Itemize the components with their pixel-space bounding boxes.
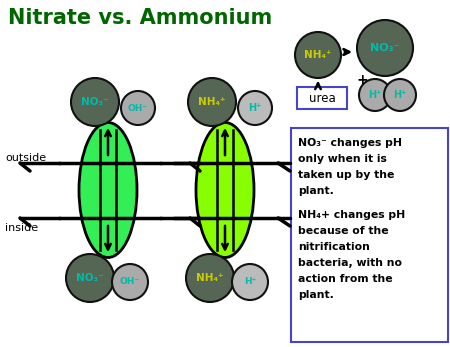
Ellipse shape xyxy=(196,122,254,257)
Text: OH⁻: OH⁻ xyxy=(128,103,148,112)
Text: plant.: plant. xyxy=(298,290,334,300)
Circle shape xyxy=(238,91,272,125)
Ellipse shape xyxy=(79,122,137,257)
Text: H⁺: H⁺ xyxy=(248,103,262,113)
Circle shape xyxy=(188,78,236,126)
Text: OH⁻: OH⁻ xyxy=(120,278,140,287)
Text: plant.: plant. xyxy=(298,186,334,196)
Text: H⁺: H⁺ xyxy=(393,90,407,100)
Circle shape xyxy=(112,264,148,300)
Text: urea: urea xyxy=(309,92,335,104)
Text: H⁺: H⁺ xyxy=(368,90,382,100)
Text: +: + xyxy=(356,73,368,87)
Text: because of the: because of the xyxy=(298,226,389,236)
Circle shape xyxy=(186,254,234,302)
Circle shape xyxy=(121,91,155,125)
Text: NH₄⁺: NH₄⁺ xyxy=(198,97,226,107)
Circle shape xyxy=(295,32,341,78)
Circle shape xyxy=(357,20,413,76)
Text: nitrification: nitrification xyxy=(298,242,370,252)
Text: Nitrate vs. Ammonium: Nitrate vs. Ammonium xyxy=(8,8,272,28)
Text: NH₄⁺: NH₄⁺ xyxy=(196,273,224,283)
Circle shape xyxy=(66,254,114,302)
Text: action from the: action from the xyxy=(298,274,392,284)
Text: NH₄⁺: NH₄⁺ xyxy=(304,50,332,60)
FancyBboxPatch shape xyxy=(297,87,347,109)
Circle shape xyxy=(71,78,119,126)
Circle shape xyxy=(232,264,268,300)
Text: NO₃⁻: NO₃⁻ xyxy=(370,43,400,53)
Text: inside: inside xyxy=(5,223,38,233)
Text: outside: outside xyxy=(5,153,46,163)
Text: H⁺: H⁺ xyxy=(244,278,256,287)
FancyBboxPatch shape xyxy=(291,128,448,342)
Text: NO₃⁻: NO₃⁻ xyxy=(81,97,109,107)
Text: taken up by the: taken up by the xyxy=(298,170,394,180)
Text: NO₃⁻: NO₃⁻ xyxy=(76,273,104,283)
Text: only when it is: only when it is xyxy=(298,154,387,164)
Text: NH₄+ changes pH: NH₄+ changes pH xyxy=(298,210,405,220)
Text: bacteria, with no: bacteria, with no xyxy=(298,258,402,268)
Text: NO₃⁻ changes pH: NO₃⁻ changes pH xyxy=(298,138,402,148)
Circle shape xyxy=(384,79,416,111)
Circle shape xyxy=(359,79,391,111)
